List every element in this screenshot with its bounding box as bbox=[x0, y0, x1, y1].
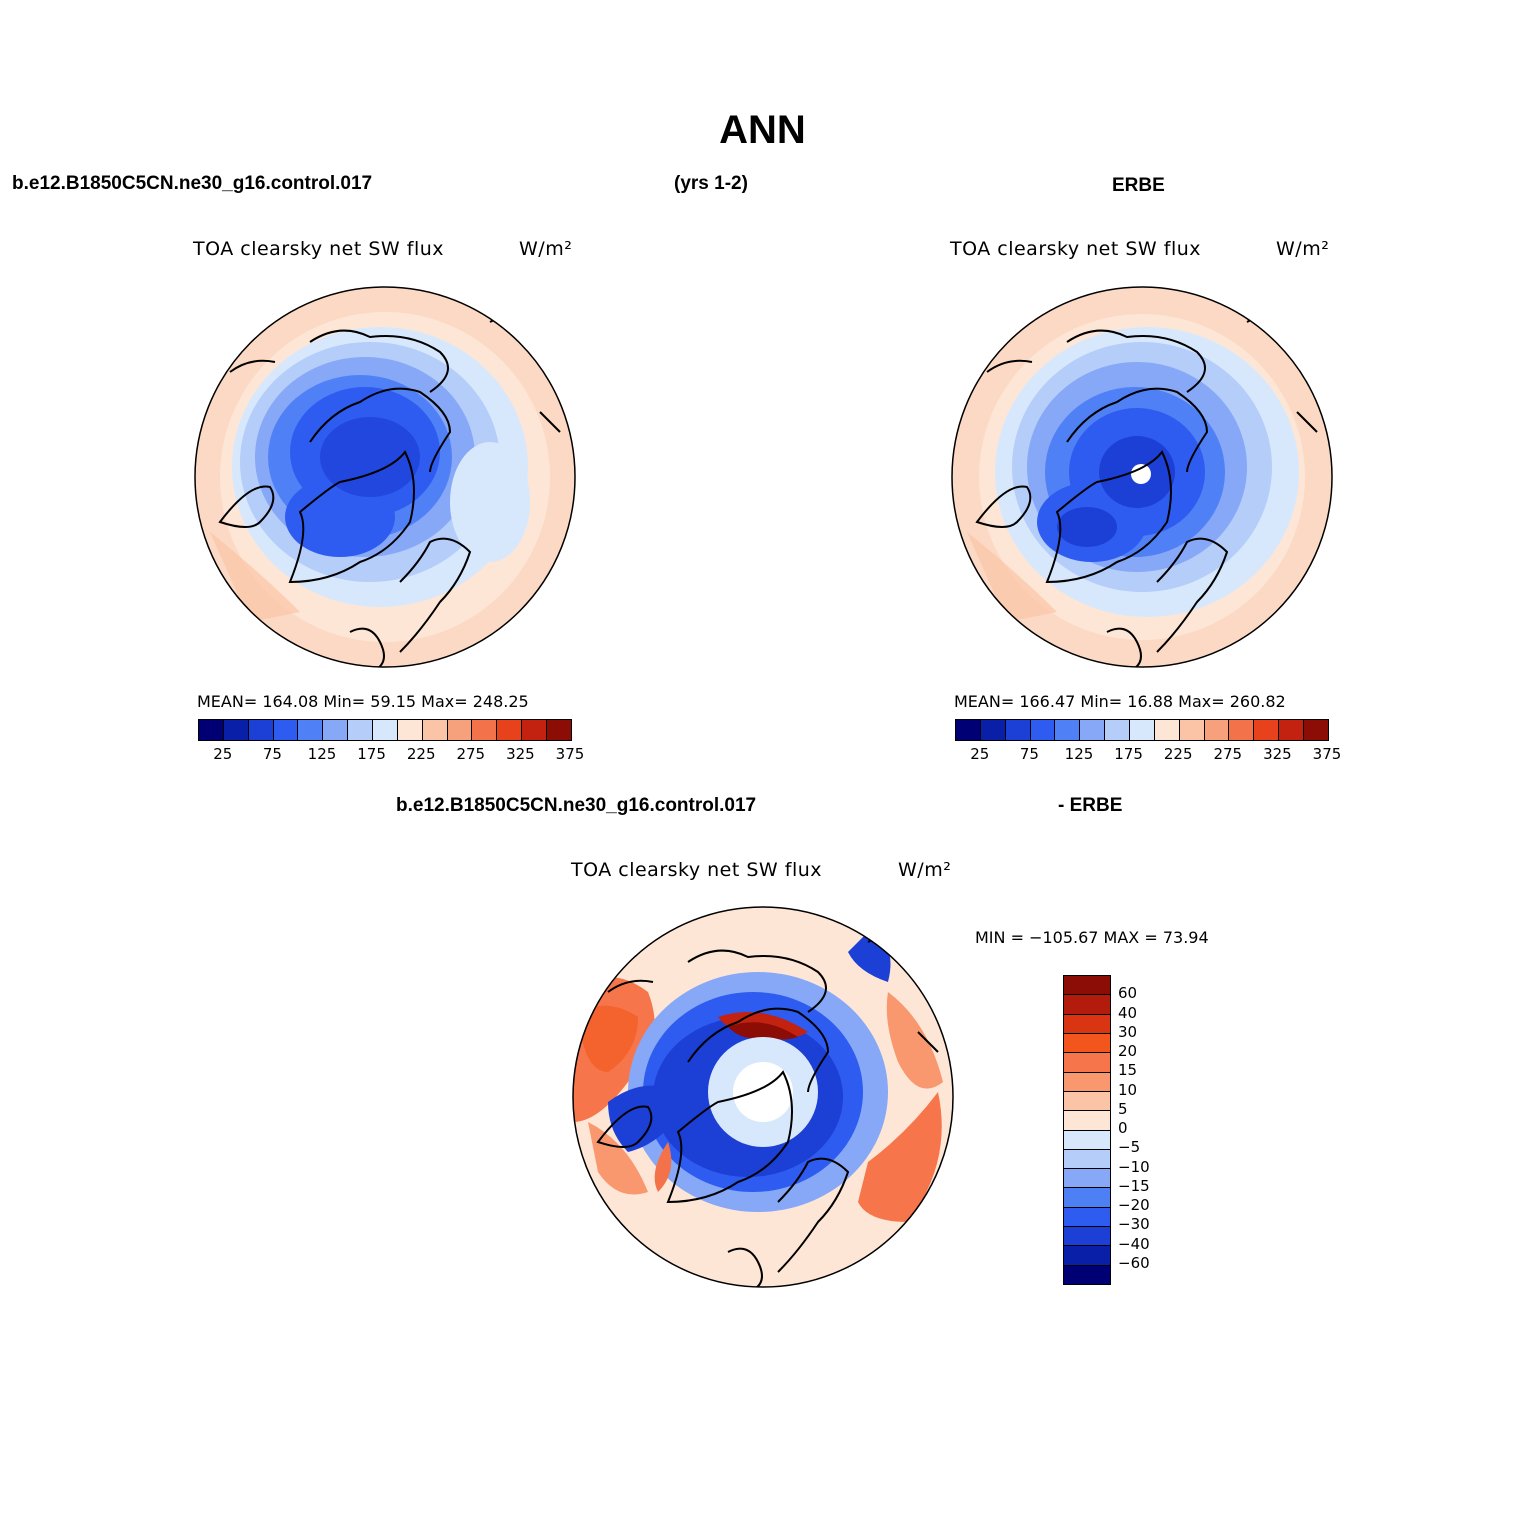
colorbar-tick-label: 175 bbox=[357, 745, 386, 763]
colorbar-swatch bbox=[447, 720, 473, 740]
colorbar-tick-label: 40 bbox=[1118, 1003, 1138, 1022]
colorbar-swatch bbox=[348, 720, 374, 740]
obs-colorbar bbox=[955, 719, 1329, 741]
colorbar-swatch bbox=[1064, 1227, 1110, 1247]
model-stats: MEAN= 164.08 Min= 59.15 Max= 248.25 bbox=[197, 692, 529, 711]
colorbar-swatch bbox=[1154, 720, 1180, 740]
colorbar-swatch bbox=[248, 720, 274, 740]
obs-stats: MEAN= 166.47 Min= 16.88 Max= 260.82 bbox=[954, 692, 1286, 711]
colorbar-tick-label: 60 bbox=[1118, 984, 1138, 1003]
obs-polar-map bbox=[951, 286, 1333, 668]
colorbar-tick-label: 25 bbox=[970, 745, 990, 763]
colorbar-swatch bbox=[1064, 995, 1110, 1015]
colorbar-swatch bbox=[1064, 1265, 1110, 1284]
colorbar-swatch bbox=[1064, 1033, 1110, 1054]
colorbar-swatch bbox=[547, 720, 571, 740]
colorbar-tick-label: −5 bbox=[1118, 1138, 1141, 1157]
colorbar-tick-label: 325 bbox=[1263, 745, 1292, 763]
colorbar-tick-label: 375 bbox=[555, 745, 585, 763]
colorbar-tick-label: −10 bbox=[1118, 1157, 1150, 1176]
colorbar-tick-label: 125 bbox=[1064, 745, 1094, 763]
colorbar-swatch bbox=[1064, 1246, 1110, 1266]
colorbar-swatch bbox=[323, 720, 349, 740]
colorbar-swatch bbox=[298, 720, 324, 740]
colorbar-tick-label: 15 bbox=[1118, 1061, 1138, 1080]
colorbar-swatch bbox=[422, 720, 448, 740]
colorbar-swatch bbox=[1279, 720, 1305, 740]
colorbar-tick-label: 10 bbox=[1118, 1080, 1138, 1099]
colorbar-tick-label: 0 bbox=[1118, 1119, 1128, 1137]
colorbar-swatch bbox=[956, 720, 981, 740]
colorbar-tick-label: 30 bbox=[1118, 1022, 1138, 1041]
colorbar-swatch bbox=[1204, 720, 1230, 740]
colorbar-swatch bbox=[199, 720, 224, 740]
colorbar-swatch bbox=[522, 720, 548, 740]
colorbar-tick-label: 175 bbox=[1114, 745, 1143, 763]
colorbar-tick-label: 225 bbox=[1163, 745, 1193, 763]
page-title: ANN bbox=[719, 108, 806, 152]
colorbar-swatch bbox=[1064, 1130, 1110, 1150]
colorbar-swatch bbox=[1064, 1207, 1110, 1228]
colorbar-tick-label: 325 bbox=[506, 745, 535, 763]
diff-minmax: MIN = −105.67 MAX = 73.94 bbox=[975, 928, 1209, 947]
colorbar-swatch bbox=[1105, 720, 1131, 740]
diff-colorbar bbox=[1063, 975, 1111, 1285]
colorbar-tick-label: 75 bbox=[1019, 745, 1039, 763]
colorbar-swatch bbox=[1030, 720, 1056, 740]
colorbar-tick-label: 5 bbox=[1118, 1099, 1128, 1118]
colorbar-swatch bbox=[273, 720, 299, 740]
diff-units-label: W/m² bbox=[898, 859, 952, 881]
colorbar-swatch bbox=[1005, 720, 1031, 740]
colorbar-swatch bbox=[980, 720, 1006, 740]
model-variable-label: TOA clearsky net SW flux bbox=[193, 238, 445, 260]
colorbar-tick-label: −30 bbox=[1118, 1215, 1150, 1234]
model-polar-map bbox=[194, 286, 576, 668]
colorbar-tick-label: 75 bbox=[262, 745, 282, 763]
case-name: b.e12.B1850C5CN.ne30_g16.control.017 bbox=[12, 173, 373, 194]
colorbar-swatch bbox=[1179, 720, 1205, 740]
colorbar-tick-label: 275 bbox=[456, 745, 486, 763]
diff-variable-label: TOA clearsky net SW flux bbox=[571, 859, 823, 881]
colorbar-tick-label: 375 bbox=[1312, 745, 1342, 763]
colorbar-swatch bbox=[1055, 720, 1081, 740]
colorbar-swatch bbox=[1130, 720, 1155, 740]
colorbar-tick-label: −40 bbox=[1118, 1234, 1150, 1253]
colorbar-swatch bbox=[1064, 1149, 1110, 1170]
years-label: (yrs 1-2) bbox=[674, 173, 748, 194]
colorbar-swatch bbox=[1304, 720, 1328, 740]
colorbar-tick-label: 20 bbox=[1118, 1042, 1138, 1060]
obs-name: ERBE bbox=[1112, 175, 1165, 196]
colorbar-swatch bbox=[1064, 1169, 1110, 1189]
colorbar-swatch bbox=[223, 720, 249, 740]
colorbar-tick-label: −20 bbox=[1118, 1196, 1150, 1214]
model-units-label: W/m² bbox=[519, 238, 573, 260]
colorbar-swatch bbox=[1064, 1091, 1110, 1112]
diff-obs-label: - ERBE bbox=[1058, 795, 1123, 816]
obs-units-label: W/m² bbox=[1276, 238, 1330, 260]
colorbar-tick-label: −60 bbox=[1118, 1253, 1150, 1272]
colorbar-swatch bbox=[1254, 720, 1280, 740]
colorbar-tick-label: 225 bbox=[406, 745, 436, 763]
diff-polar-map bbox=[572, 906, 954, 1288]
colorbar-swatch bbox=[1080, 720, 1106, 740]
colorbar-swatch bbox=[1064, 976, 1110, 996]
colorbar-tick-label: −15 bbox=[1118, 1176, 1150, 1195]
colorbar-swatch bbox=[1064, 1188, 1110, 1208]
colorbar-swatch bbox=[1064, 1111, 1110, 1131]
colorbar-swatch bbox=[1064, 1072, 1110, 1092]
colorbar-swatch bbox=[1229, 720, 1255, 740]
colorbar-swatch bbox=[1064, 1053, 1110, 1073]
colorbar-tick-label: 275 bbox=[1213, 745, 1243, 763]
model-colorbar bbox=[198, 719, 572, 741]
colorbar-swatch bbox=[373, 720, 398, 740]
colorbar-swatch bbox=[397, 720, 423, 740]
colorbar-tick-label: 25 bbox=[213, 745, 233, 763]
colorbar-swatch bbox=[472, 720, 498, 740]
colorbar-swatch bbox=[497, 720, 523, 740]
colorbar-tick-label: 125 bbox=[307, 745, 337, 763]
colorbar-swatch bbox=[1064, 1014, 1110, 1034]
diff-case-name: b.e12.B1850C5CN.ne30_g16.control.017 bbox=[396, 795, 757, 816]
obs-variable-label: TOA clearsky net SW flux bbox=[950, 238, 1202, 260]
